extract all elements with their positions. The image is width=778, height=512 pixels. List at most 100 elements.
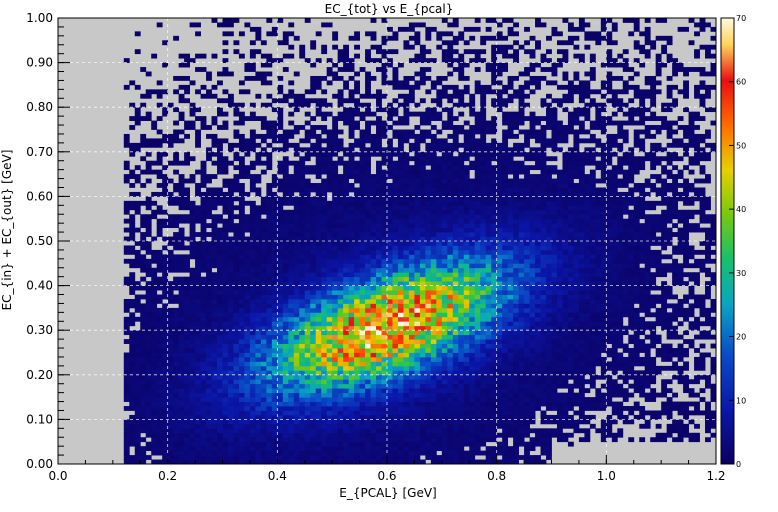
heatmap-cell [337, 410, 344, 416]
heatmap-cell [260, 348, 267, 353]
heatmap-cell [173, 214, 180, 220]
heatmap-cell [419, 370, 426, 376]
heatmap-cell [249, 316, 256, 322]
heatmap-cell [376, 455, 382, 460]
heatmap-cell [321, 249, 328, 255]
heatmap-cell [354, 388, 360, 394]
heatmap-cell [403, 307, 410, 313]
heatmap-cell [452, 116, 459, 121]
heatmap-cell [178, 294, 185, 300]
heatmap-cell [310, 40, 317, 46]
heatmap-cell [370, 187, 377, 193]
heatmap-cell [282, 339, 289, 344]
heatmap-cell [452, 307, 459, 313]
heatmap-cell [288, 44, 295, 50]
heatmap-cell [397, 102, 404, 108]
heatmap-cell [458, 258, 465, 264]
heatmap-cell [206, 276, 212, 282]
heatmap-cell [134, 392, 141, 398]
heatmap-cell [227, 312, 234, 318]
heatmap-cell [337, 370, 344, 376]
heatmap-cell [414, 392, 421, 398]
heatmap-cell [321, 406, 328, 411]
heatmap-cell [392, 200, 399, 206]
heatmap-cell [403, 249, 410, 255]
heatmap-cell [288, 406, 295, 411]
heatmap-cell [419, 325, 426, 331]
heatmap-cell [211, 406, 218, 411]
heatmap-cell [195, 356, 201, 362]
heatmap-cell [134, 307, 141, 313]
heatmap-cell [441, 156, 448, 162]
heatmap-cell [271, 196, 278, 202]
heatmap-cell [178, 343, 185, 349]
heatmap-cell [436, 249, 443, 255]
heatmap-cell [189, 178, 196, 184]
heatmap-cell [365, 111, 371, 117]
heatmap-cell [244, 334, 251, 340]
heatmap-cell [436, 348, 443, 353]
heatmap-cell [255, 93, 262, 99]
heatmap-cell [397, 254, 404, 260]
heatmap-cell [211, 348, 218, 353]
heatmap-cell [397, 191, 404, 197]
heatmap-cell [403, 80, 410, 86]
heatmap-cell [419, 446, 426, 452]
heatmap-cell [392, 352, 399, 358]
heatmap-cell [414, 450, 421, 456]
heatmap-cell [436, 298, 443, 304]
heatmap-cell [167, 450, 174, 456]
heatmap-cell [392, 423, 399, 429]
heatmap-cell [310, 339, 317, 344]
heatmap-cell [178, 388, 185, 394]
heatmap-cell [293, 93, 300, 99]
heatmap-cell [447, 267, 454, 273]
heatmap-cell [293, 379, 300, 385]
heatmap-cell [145, 428, 152, 434]
heatmap-cell [238, 156, 245, 162]
heatmap-cell [359, 223, 366, 229]
heatmap-cell [140, 325, 147, 331]
heatmap-cell [343, 80, 350, 86]
heatmap-cell [474, 374, 481, 380]
heatmap-cell [430, 147, 437, 153]
heatmap-cell [233, 133, 240, 139]
heatmap-cell [189, 365, 196, 371]
heatmap-cell [266, 214, 273, 220]
heatmap-cell [288, 330, 295, 336]
heatmap-cell [266, 71, 273, 77]
heatmap-cell [447, 455, 454, 460]
heatmap-cell [222, 432, 229, 438]
heatmap-cell [436, 169, 443, 175]
heatmap-cell [123, 419, 130, 425]
heatmap-cell [403, 383, 410, 389]
heatmap-cell [370, 343, 377, 349]
heatmap-cell [337, 178, 344, 184]
heatmap-cell [184, 187, 190, 193]
heatmap-cell [266, 249, 273, 255]
heatmap-cell [343, 196, 350, 202]
heatmap-cell [387, 254, 393, 260]
heatmap-cell [167, 254, 174, 260]
heatmap-cell [359, 343, 366, 349]
heatmap-cell [381, 183, 388, 188]
heatmap-cell [381, 455, 388, 460]
heatmap-cell [469, 379, 476, 385]
heatmap-cell [337, 303, 344, 309]
heatmap-cell [277, 276, 284, 282]
heatmap-cell [419, 330, 426, 336]
heatmap-cell [156, 281, 163, 286]
heatmap-cell [195, 241, 201, 246]
heatmap-cell [392, 285, 399, 291]
heatmap-cell [408, 258, 415, 264]
heatmap-cell [348, 214, 355, 220]
heatmap-cell [326, 298, 333, 304]
heatmap-cell [397, 236, 404, 242]
heatmap-cell [156, 142, 163, 148]
heatmap-cell [463, 40, 470, 46]
heatmap-cell [392, 325, 399, 331]
heatmap-cell [348, 432, 355, 438]
heatmap-cell [326, 111, 333, 117]
heatmap-cell [282, 160, 289, 166]
heatmap-cell [403, 102, 410, 108]
